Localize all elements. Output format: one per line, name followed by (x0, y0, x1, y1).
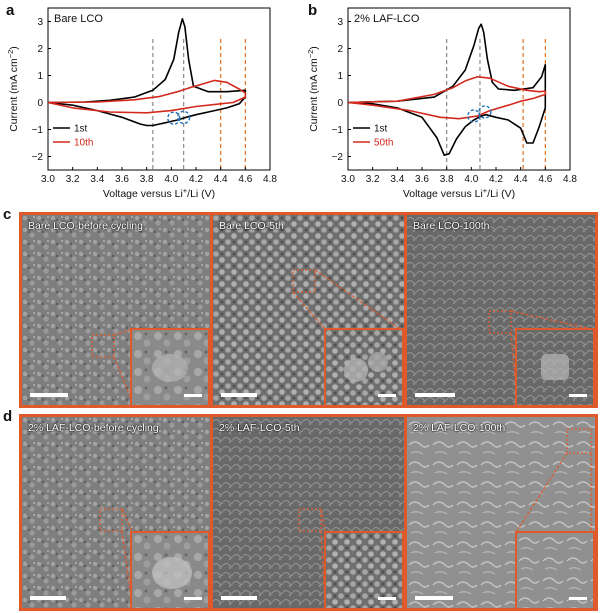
sem-label: 2% LAF-LCO-before cycling (28, 422, 159, 434)
sem-image-bare-5th: Bare LCO-5th (213, 215, 404, 405)
x-tick-label: 3.6 (115, 174, 129, 185)
sem-inset (515, 531, 595, 608)
sem-inset (515, 328, 595, 405)
highlight-circle (467, 109, 481, 123)
panel-letter-d: d (3, 408, 13, 425)
y-tick-label: 2 (337, 44, 343, 55)
plot-frame (347, 7, 571, 171)
x-tick-label: 3.2 (66, 174, 80, 185)
sem-image-laf-before: 2% LAF-LCO-before cycling (22, 417, 210, 608)
y-axis-title: Current (mA cm−2) (6, 46, 20, 132)
legend-label: 50th (374, 138, 393, 149)
panel-letter-b: b (308, 2, 318, 19)
zoom-indicator (91, 328, 133, 402)
inset-scale-bar (378, 394, 396, 397)
x-tick-label: 3.0 (41, 174, 55, 185)
legend-label: 1st (74, 124, 88, 135)
x-tick-label: 4.4 (214, 174, 228, 185)
y-tick-label: 0 (37, 98, 43, 109)
y-tick-label: 1 (337, 71, 343, 82)
x-tick-label: 3.8 (140, 174, 154, 185)
sem-inset (324, 328, 404, 405)
sem-image-bare-before: Bare LCO-before cycling (22, 215, 210, 405)
series-line-1st (347, 23, 547, 156)
x-tick-label: 3.6 (415, 174, 429, 185)
x-tick-label: 3.8 (440, 174, 454, 185)
x-tick-label: 4.6 (538, 174, 552, 185)
y-tick-label: 1 (37, 71, 43, 82)
y-tick-label: 0 (337, 98, 343, 109)
inset-scale-bar (569, 394, 587, 397)
zoom-indicator (516, 428, 592, 532)
x-tick-label: 4.2 (189, 174, 203, 185)
y-tick-label: −2 (332, 152, 344, 163)
zoom-indicator (292, 269, 401, 330)
scale-bar (30, 393, 68, 397)
legend-label: 1st (374, 124, 388, 135)
sem-inset (130, 328, 210, 405)
y-tick-label: 3 (37, 17, 43, 28)
plot-frame (47, 7, 271, 171)
sem-row-c: Bare LCO-before cycling Bare LCO-5th Bar… (19, 212, 598, 408)
series-line-10th (47, 79, 247, 114)
y-tick-label: 3 (337, 17, 343, 28)
sem-inset (324, 531, 404, 608)
sem-label: 2% LAF-LCO-5th (219, 422, 300, 434)
x-tick-label: 3.0 (341, 174, 355, 185)
inset-scale-bar (184, 597, 202, 600)
x-tick-label: 4.4 (514, 174, 528, 185)
x-tick-label: 4.8 (263, 174, 277, 185)
x-tick-label: 3.4 (90, 174, 104, 185)
sem-label: Bare LCO-100th (413, 220, 490, 232)
scale-bar (221, 393, 257, 397)
scale-bar (30, 596, 66, 600)
cv-plot-bare-lco: 3.0 3.2 3.4 3.6 3.8 4.0 4.2 4.4 4.6 4.8 −2 −1 0 1 2 3 Ba… (6, 7, 277, 200)
x-axis-title: Voltage versus Li+/Li (V) (403, 186, 515, 200)
sample-label: 2% LAF-LCO (354, 13, 420, 25)
sem-image-laf-100th: 2% LAF-LCO-100th (407, 417, 595, 608)
sem-inset (130, 531, 210, 608)
sample-label: Bare LCO (54, 13, 103, 25)
sem-label: Bare LCO-5th (219, 220, 284, 232)
scale-bar (415, 393, 455, 397)
y-tick-label: −1 (332, 125, 344, 136)
cv-plot-laf-lco: 3.0 3.2 3.4 3.6 3.8 4.0 4.2 4.4 4.6 4.8 −2 −1 0 1 2 3 2%… (306, 7, 577, 200)
y-tick-label: −2 (32, 152, 44, 163)
x-tick-label: 4.0 (164, 174, 178, 185)
panel-letter-a: a (6, 2, 15, 19)
y-axis-title: Current (mA cm−2) (306, 46, 320, 132)
x-tick-label: 4.2 (489, 174, 503, 185)
sem-row-d: 2% LAF-LCO-before cycling 2% LAF-LCO-5th… (19, 414, 598, 611)
x-axis-title: Voltage versus Li+/Li (V) (103, 186, 215, 200)
y-tick-label: −1 (32, 125, 44, 136)
series-line-1st (47, 17, 247, 127)
scale-bar (221, 596, 257, 600)
inset-scale-bar (378, 597, 396, 600)
inset-scale-bar (184, 394, 202, 397)
sem-label: Bare LCO-before cycling (28, 220, 143, 232)
y-tick-label: 2 (37, 44, 43, 55)
highlight-circle (478, 105, 492, 119)
highlight-circle (167, 111, 181, 125)
sem-image-laf-5th: 2% LAF-LCO-5th (213, 417, 404, 608)
series-line-50th (347, 76, 547, 120)
inset-scale-bar (569, 597, 587, 600)
sem-image-bare-100th: Bare LCO-100th (407, 215, 595, 405)
legend-label: 10th (74, 138, 93, 149)
x-tick-label: 4.8 (563, 174, 577, 185)
highlight-circle (176, 110, 191, 125)
x-tick-label: 4.6 (238, 174, 252, 185)
sem-label: 2% LAF-LCO-100th (413, 422, 506, 434)
scale-bar (415, 596, 453, 600)
x-tick-label: 4.0 (464, 174, 478, 185)
x-tick-label: 3.4 (390, 174, 404, 185)
panel-letter-c: c (3, 206, 12, 223)
x-tick-label: 3.2 (366, 174, 380, 185)
